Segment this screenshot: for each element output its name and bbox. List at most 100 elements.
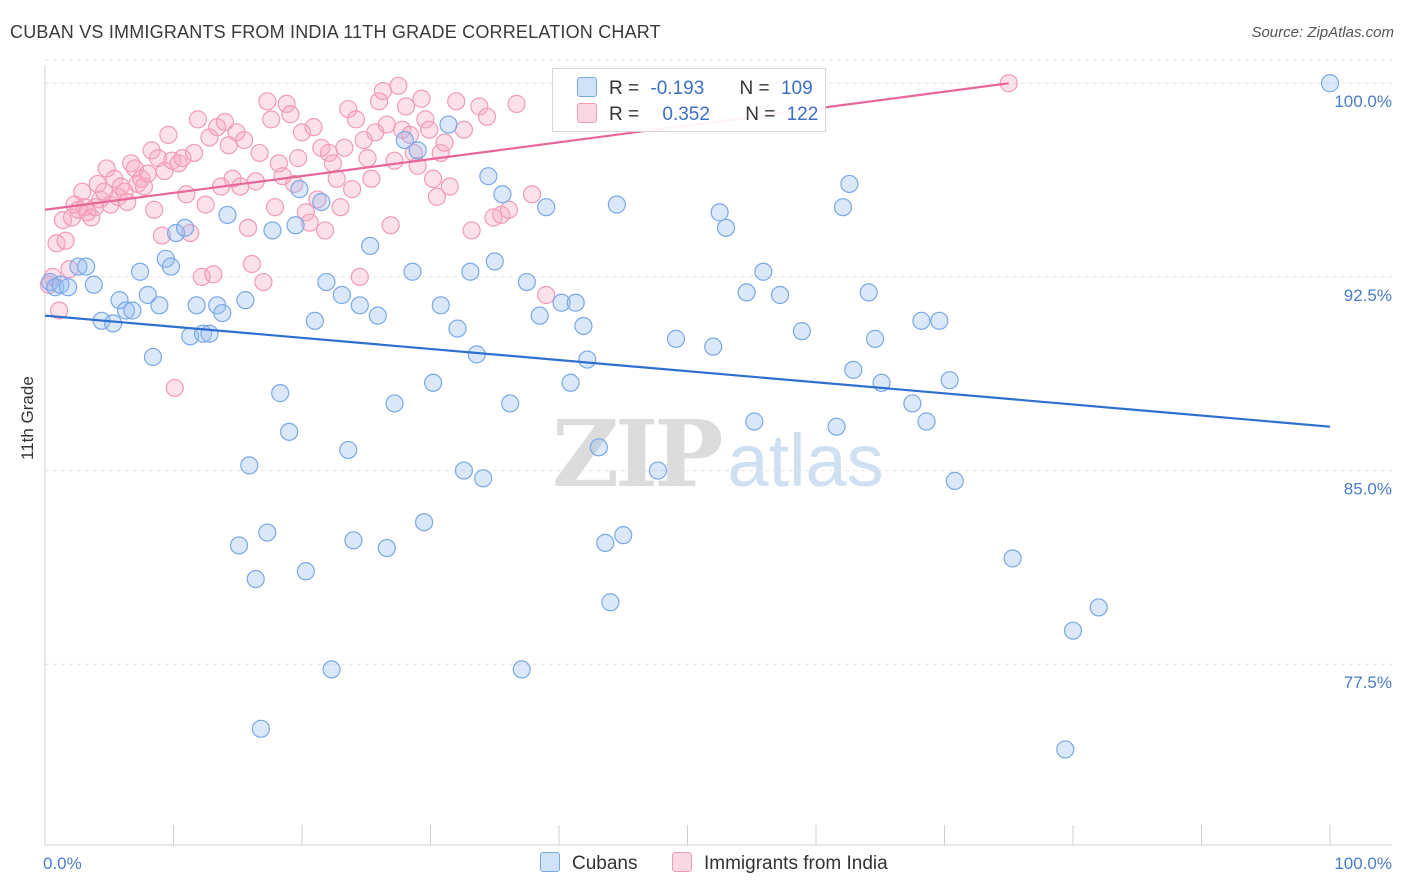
watermark-atlas: atlas: [727, 419, 884, 502]
watermark-zip: ZIP: [552, 400, 723, 508]
india-point: [447, 92, 466, 111]
cubans-point: [213, 303, 232, 323]
x-tick-label: 0.0%: [43, 854, 82, 873]
bottom-legend-cubans-label: Cubans: [572, 853, 638, 874]
cubans-point: [143, 347, 163, 367]
cubans-point: [439, 115, 458, 134]
cubans-point: [104, 314, 123, 333]
cubans-point: [350, 296, 369, 315]
india-point: [385, 151, 404, 170]
india-point: [373, 81, 393, 101]
india-point: [389, 76, 408, 95]
y-tick-label: 100.0%: [1334, 92, 1392, 111]
india-point: [323, 154, 342, 173]
india-point: [196, 195, 215, 214]
cubans-point: [517, 272, 536, 292]
cubans-point: [917, 412, 936, 431]
india-point: [242, 254, 261, 274]
india-point: [370, 92, 389, 111]
x-tick-label: 100.0%: [1334, 854, 1392, 873]
india-point: [522, 185, 542, 204]
india-points: [39, 74, 1018, 398]
india-point: [300, 213, 319, 232]
cubans-point: [792, 322, 811, 341]
india-point: [50, 301, 69, 320]
legend-n-value: 109: [780, 78, 813, 99]
cubans-point: [737, 283, 756, 302]
india-point: [177, 185, 196, 204]
bottom-legend-india: Immigrants from India: [672, 852, 888, 875]
legend-r-label: R =: [609, 78, 640, 99]
cubans-point: [271, 384, 290, 403]
cubans-point: [704, 337, 723, 356]
cubans-point: [461, 262, 480, 281]
legend-row-cubans: R = -0.193 N = 109: [577, 77, 813, 101]
tick-labels: 100.0% 92.5% 85.0% 77.5% 0.0% 100.0%: [43, 92, 1392, 873]
cubans-point: [940, 371, 959, 390]
cubans-point: [485, 252, 504, 271]
watermark: ZIP atlas: [552, 400, 884, 508]
cubans-point: [501, 394, 520, 413]
india-point: [118, 192, 137, 212]
india-point: [73, 182, 92, 201]
cubans-point: [110, 291, 129, 310]
cubans-point: [566, 293, 585, 312]
cubans-point: [578, 350, 597, 369]
cubans-point: [84, 275, 103, 294]
cubans-point: [614, 526, 633, 545]
cubans-point: [408, 141, 427, 160]
cubans-point: [431, 296, 450, 315]
cubans-point: [827, 417, 846, 436]
cubans-point: [1056, 740, 1075, 759]
cubans-point: [263, 221, 282, 240]
cubans-point: [312, 192, 331, 212]
cubans-point: [46, 278, 65, 297]
cubans-point: [305, 311, 324, 330]
cubans-points: [41, 74, 1340, 759]
cubans-point: [1003, 549, 1022, 568]
india-point: [396, 97, 416, 116]
cubans-point: [116, 301, 136, 320]
cubans-point: [385, 394, 404, 413]
cubans-point: [368, 306, 387, 325]
cubans-point: [332, 285, 351, 305]
india-point: [440, 177, 459, 196]
cubans-point: [474, 469, 493, 488]
cubans-point: [187, 296, 206, 315]
cubans-point: [240, 456, 259, 475]
cubans-point: [589, 438, 608, 457]
cubans-point: [710, 203, 729, 222]
india-point: [296, 203, 315, 222]
cubans-point: [930, 311, 949, 330]
india-point: [377, 115, 396, 134]
cubans-point: [246, 569, 265, 589]
india-point: [412, 89, 431, 108]
cubans-point: [258, 523, 277, 542]
cubans-point: [844, 360, 863, 379]
legend-n-value: 122: [786, 104, 819, 125]
cubans-point: [454, 461, 474, 480]
y-tick-label: 92.5%: [1344, 286, 1392, 305]
india-point: [423, 169, 443, 188]
cubans-point: [395, 130, 414, 150]
india-point: [262, 110, 281, 129]
india-point: [227, 123, 246, 142]
cubans-point: [251, 719, 270, 738]
india-point: [335, 138, 354, 157]
india-point: [181, 223, 200, 243]
cubans-point: [175, 218, 195, 237]
india-point: [250, 143, 269, 163]
india-point: [400, 125, 420, 144]
cubans-point: [123, 301, 142, 320]
cubans-point: [423, 373, 443, 392]
india-point: [537, 285, 556, 305]
legend-swatch-india: [577, 103, 597, 123]
cubans-point: [945, 471, 964, 491]
cubans-point: [601, 593, 620, 612]
cubans-point: [229, 536, 249, 555]
cubans-point: [530, 306, 549, 325]
india-point: [265, 198, 285, 217]
cubans-point: [596, 533, 615, 552]
trend-lines: [44, 82, 1331, 428]
cubans-point: [1089, 598, 1108, 617]
